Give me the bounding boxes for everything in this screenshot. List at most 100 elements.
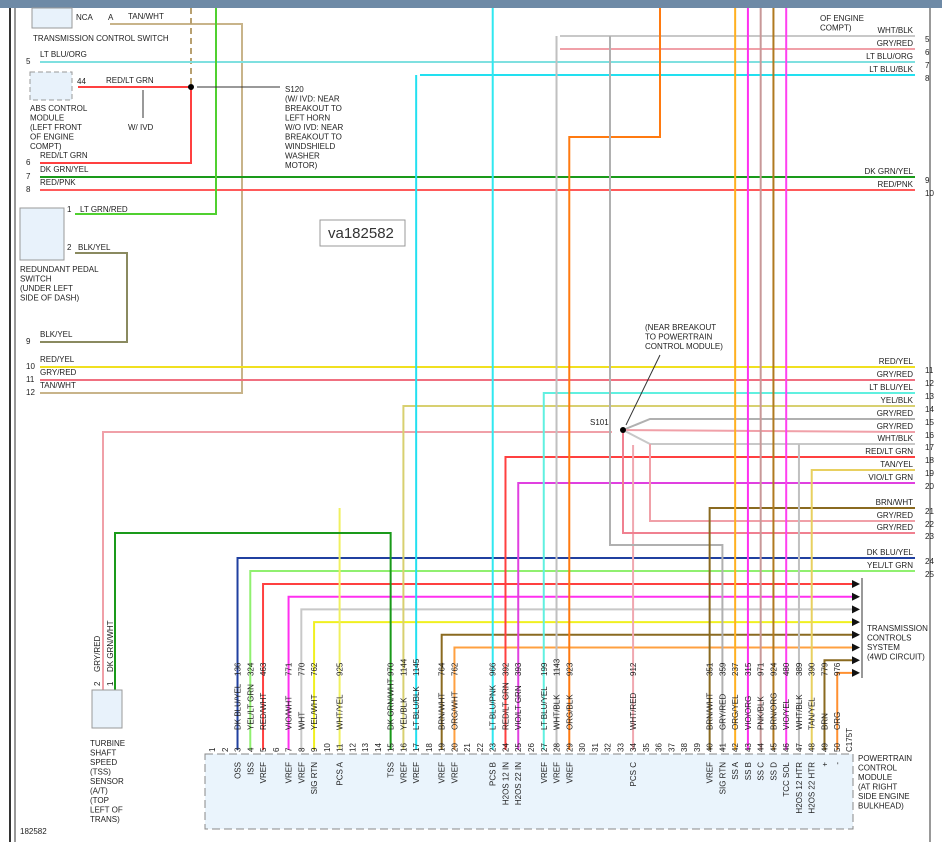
wire-label: BRN [820, 713, 829, 730]
wire-blk-yel [40, 252, 128, 343]
pin-number: 47 [795, 743, 804, 752]
wire-23 [622, 430, 915, 534]
label: ABS CONTROL [30, 104, 88, 113]
wire-pin-25 [517, 482, 915, 750]
label: TAN/WHT [128, 12, 164, 21]
label: SIDE OF DASH) [20, 294, 79, 303]
wire-number: 14 [925, 405, 934, 414]
pin-number: 25 [514, 743, 523, 752]
pin-function: + [820, 762, 829, 767]
wire-s101-gray [609, 36, 724, 750]
pin-function: VREF [399, 762, 408, 783]
label: A [108, 13, 114, 22]
label: REDUNDANT PEDAL [20, 265, 99, 274]
wire-number: 5 [925, 35, 930, 44]
wire-pin-27 [542, 392, 915, 750]
pin-number: 4 [246, 747, 255, 752]
pin-number: 10 [323, 743, 332, 752]
wire-pin-20 [453, 646, 852, 750]
wire-pin-16 [402, 405, 915, 750]
label: GRY/RED [93, 635, 102, 672]
window-title-bar [0, 0, 942, 8]
pin-function: SIG RTN [718, 762, 727, 795]
circuit-number: 770 [297, 662, 306, 676]
label: SWITCH [20, 275, 52, 284]
label: OF ENGINE [820, 14, 864, 23]
wire-number: 17 [925, 443, 934, 452]
pin-number: 12 [348, 743, 357, 752]
circuit-number: 1145 [412, 658, 421, 676]
wire-label: DK GRN/YEL [865, 167, 914, 176]
wire-label: GRY/RED [877, 511, 914, 520]
wire-pin-48 [810, 469, 915, 750]
pin-function: SS C [757, 762, 766, 781]
wires [9, 7, 931, 842]
pin-function: TCC SOL [782, 761, 791, 796]
wire-number: 6 [925, 48, 930, 57]
pin-number: 40 [706, 743, 715, 752]
circuit-number: 1144 [399, 658, 408, 676]
wire-label: YEL/WHT [310, 694, 319, 730]
pin-number: 14 [374, 743, 383, 752]
wire-label: LT BLU/YEL [869, 383, 913, 392]
pin-number: 46 [782, 743, 791, 752]
wire-red-lt-grn [40, 86, 192, 164]
wire-number: 19 [925, 469, 934, 478]
circuit-number: 924 [769, 662, 778, 676]
arrow-icon [852, 592, 860, 601]
wire-label: YEL/LT GRN [246, 684, 255, 730]
wire-number: 11 [26, 375, 35, 384]
wire-number: 7 [26, 172, 31, 181]
wire-label: DK BLU/YEL [234, 683, 243, 730]
pin-number: 3 [234, 747, 243, 752]
label: WINDSHIELD [285, 142, 335, 151]
pin-number: 16 [399, 743, 408, 752]
circuit-number: 199 [540, 662, 549, 676]
wire-label: WHT [297, 712, 306, 730]
pin-number: 23 [489, 743, 498, 752]
label: (TOP [90, 796, 109, 805]
label: BULKHEAD) [858, 802, 904, 811]
pin-number: 33 [616, 743, 625, 752]
wire-pin-4 [249, 570, 915, 750]
pin-number: 7 [285, 747, 294, 752]
label: MODULE [30, 114, 64, 123]
pin-function: H2OS 22 IN [514, 762, 523, 805]
pin-number: 49 [820, 743, 829, 752]
wire-pin-50 [836, 671, 852, 750]
wire-label: RED/LT GRN [865, 447, 913, 456]
wire-label: LT BLU/ORG [866, 52, 913, 61]
wire-label: YEL/LT GRN [867, 561, 913, 570]
connector-id: C175T [845, 728, 854, 752]
wire-label: YEL/BLK [881, 396, 914, 405]
pin-number: 5 [259, 747, 268, 752]
arrow-icon [852, 668, 860, 677]
wire-pin-40 [708, 507, 915, 750]
pin-function: VREF [285, 762, 294, 783]
wire-label: WHT/BLK [553, 694, 562, 730]
wire-number: 23 [925, 532, 934, 541]
pin-number: 32 [604, 743, 613, 752]
wire-label: VIO/LT GRN [514, 685, 523, 730]
pin-function: PCS A [336, 761, 345, 785]
circuit-number: 923 [565, 662, 574, 676]
circuit-number: 771 [285, 662, 294, 676]
pin-function: VREF [540, 762, 549, 783]
label: 1 [106, 681, 115, 686]
pin-number: 27 [540, 743, 549, 752]
label: WASHER [285, 152, 320, 161]
wire-label: ORG/WHT [450, 691, 459, 730]
wire-number: 20 [925, 482, 934, 491]
label: TURBINE [90, 739, 125, 748]
circuit-number: 393 [514, 662, 523, 676]
label: (UNDER LEFT [20, 284, 73, 293]
label: SIDE ENGINE [858, 792, 910, 801]
wire-tss-gry-red [102, 431, 612, 690]
pin-number: 6 [272, 747, 281, 752]
wire-label: GRY/RED [877, 523, 914, 532]
pin-function: SIG RTN [310, 762, 319, 795]
pin-number: 29 [565, 743, 574, 752]
label: LEFT HORN [285, 114, 330, 123]
pin-function: H2OS 12 HTR [795, 762, 804, 814]
